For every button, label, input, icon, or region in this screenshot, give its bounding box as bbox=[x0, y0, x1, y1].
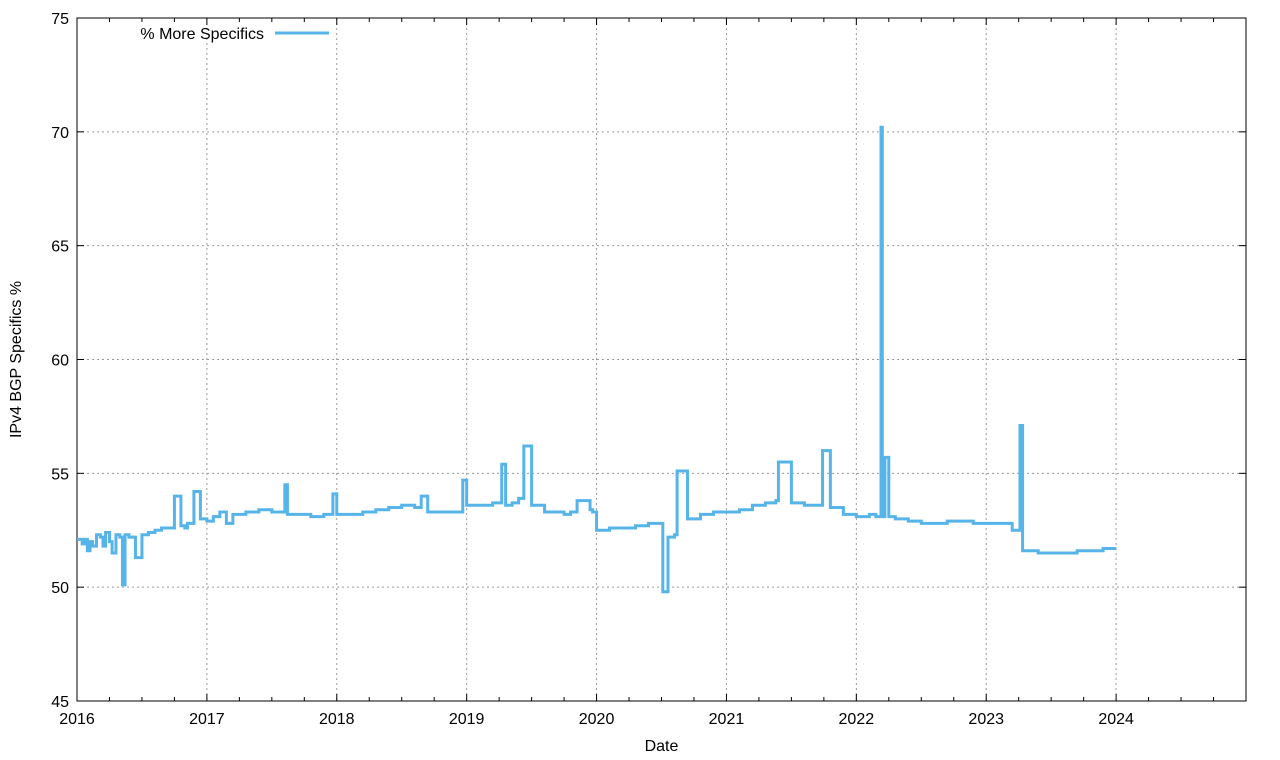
y-tick-label: 50 bbox=[51, 580, 69, 597]
x-axis-title: Date bbox=[645, 738, 679, 755]
y-tick-label: 55 bbox=[51, 466, 69, 483]
x-tick-label: 2024 bbox=[1098, 711, 1134, 728]
y-tick-label: 65 bbox=[51, 239, 69, 256]
x-tick-label: 2023 bbox=[968, 711, 1004, 728]
legend: % More Specifics bbox=[140, 26, 329, 43]
series-layer bbox=[77, 125, 1117, 594]
axes: 45 50 55 60 65 70 75 2016 2017 2018 2019 2020 2021 20… bbox=[51, 11, 1247, 728]
x-tick-label: 2021 bbox=[709, 711, 745, 728]
x-tick-label: 2019 bbox=[449, 711, 485, 728]
x-tick-label: 2018 bbox=[319, 711, 355, 728]
x-tick-label: 2020 bbox=[579, 711, 615, 728]
series-line bbox=[77, 125, 1117, 594]
y-tick-label: 70 bbox=[51, 125, 69, 142]
x-tick-label: 2022 bbox=[839, 711, 875, 728]
x-tick-label: 2016 bbox=[59, 711, 95, 728]
legend-label: % More Specifics bbox=[140, 26, 264, 43]
y-axis-title: IPv4 BGP Specifics % bbox=[8, 281, 25, 438]
grid bbox=[77, 18, 1246, 701]
x-tick-label: 2017 bbox=[189, 711, 225, 728]
y-tick-label: 45 bbox=[51, 694, 69, 711]
y-tick-label: 60 bbox=[51, 353, 69, 370]
y-tick-label: 75 bbox=[51, 11, 69, 28]
